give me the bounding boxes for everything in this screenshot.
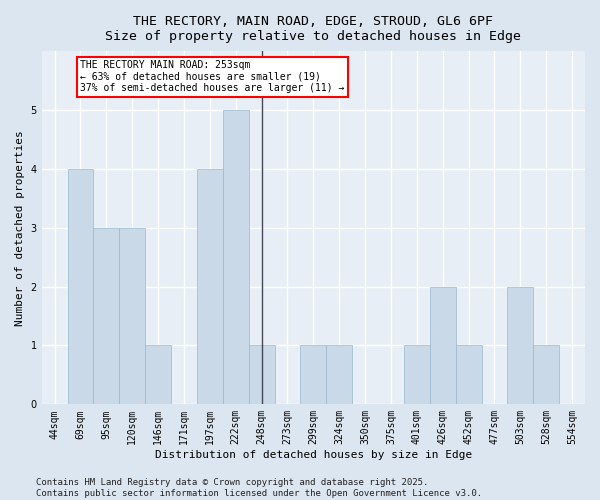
Bar bbox=[248, 346, 275, 405]
Bar bbox=[533, 346, 559, 405]
Bar bbox=[223, 110, 248, 405]
Bar bbox=[430, 286, 455, 405]
Text: THE RECTORY MAIN ROAD: 253sqm
← 63% of detached houses are smaller (19)
37% of s: THE RECTORY MAIN ROAD: 253sqm ← 63% of d… bbox=[80, 60, 345, 93]
Title: THE RECTORY, MAIN ROAD, EDGE, STROUD, GL6 6PF
Size of property relative to detac: THE RECTORY, MAIN ROAD, EDGE, STROUD, GL… bbox=[106, 15, 521, 43]
Bar bbox=[68, 169, 94, 404]
Text: Contains HM Land Registry data © Crown copyright and database right 2025.
Contai: Contains HM Land Registry data © Crown c… bbox=[36, 478, 482, 498]
Y-axis label: Number of detached properties: Number of detached properties bbox=[15, 130, 25, 326]
Bar bbox=[145, 346, 171, 405]
Bar bbox=[197, 169, 223, 404]
Bar bbox=[301, 346, 326, 405]
Bar bbox=[404, 346, 430, 405]
Bar bbox=[455, 346, 482, 405]
X-axis label: Distribution of detached houses by size in Edge: Distribution of detached houses by size … bbox=[155, 450, 472, 460]
Bar bbox=[326, 346, 352, 405]
Bar bbox=[119, 228, 145, 404]
Bar bbox=[508, 286, 533, 405]
Bar bbox=[94, 228, 119, 404]
